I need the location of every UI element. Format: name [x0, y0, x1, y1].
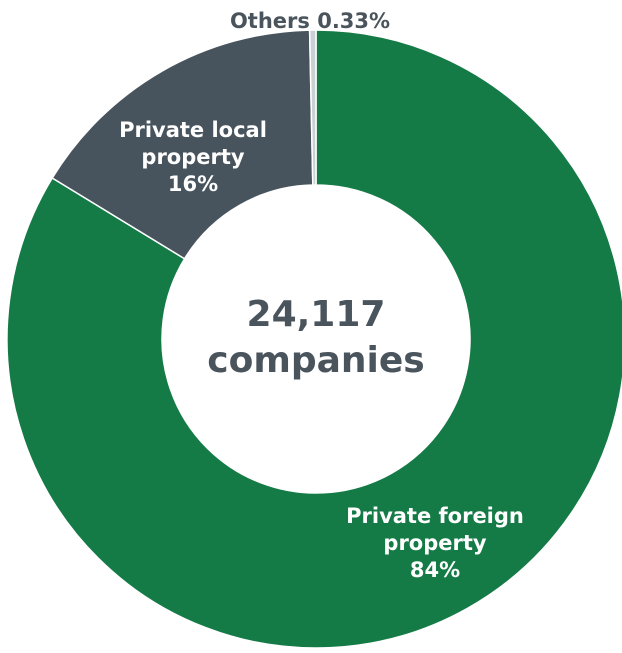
slice: [6, 29, 622, 649]
slice-label: Private foreign property 84%: [325, 503, 545, 584]
slice-label: Others 0.33%: [180, 8, 440, 35]
value-label: 84%: [409, 558, 461, 582]
category-label: Private foreign property: [346, 504, 524, 555]
category-label: Others: [229, 9, 310, 33]
value-label: 0.33%: [317, 9, 391, 33]
center-line: companies: [207, 340, 425, 381]
slice: [308, 29, 317, 186]
category-label: Private local property: [119, 118, 267, 169]
center-label: 24,117 companies: [166, 292, 466, 384]
value-label: 16%: [167, 172, 219, 196]
center-line: 24,117: [246, 294, 386, 335]
slice: [51, 29, 314, 260]
slice-label: Private local property 16%: [93, 117, 293, 198]
